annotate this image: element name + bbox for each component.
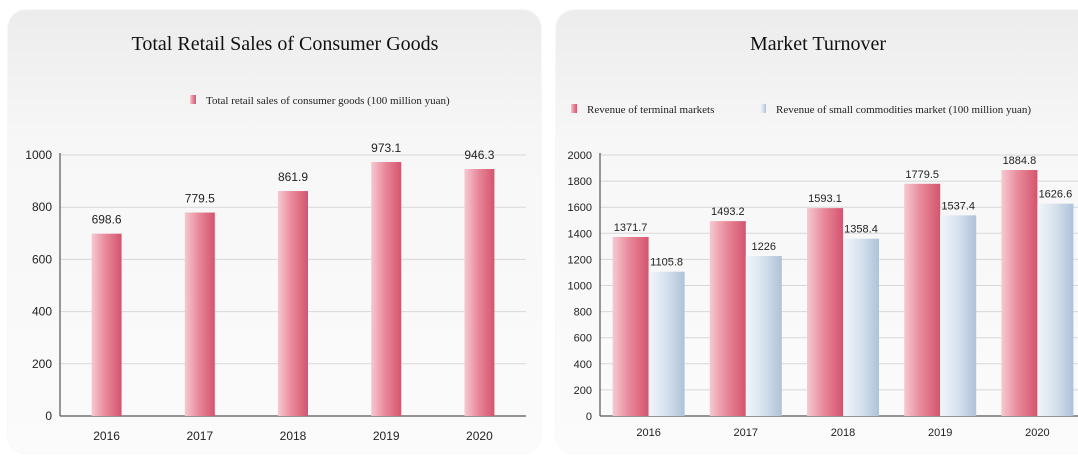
x-tick-label: 2020 [1025, 427, 1049, 439]
x-tick-label: 2020 [466, 429, 493, 443]
y-tick-label: 800 [574, 307, 592, 319]
y-tick-label: 400 [32, 305, 52, 319]
bar [843, 238, 879, 416]
y-tick-label: 600 [574, 333, 592, 345]
bar [278, 191, 308, 416]
y-tick-label: 200 [574, 385, 592, 397]
data-label: 1105.8 [650, 257, 683, 269]
x-tick-label: 2019 [373, 429, 400, 443]
data-label: 1626.6 [1039, 189, 1073, 201]
y-tick-label: 400 [574, 359, 592, 371]
bar [1037, 203, 1074, 416]
y-tick-label: 200 [32, 357, 52, 371]
data-label: 1358.4 [844, 224, 878, 236]
x-tick-label: 2016 [93, 429, 120, 443]
y-tick-label: 1800 [568, 176, 592, 188]
legend-label-terminal: Revenue of terminal markets [587, 104, 714, 116]
x-tick-label: 2018 [280, 429, 307, 443]
data-label: 1371.7 [614, 222, 648, 234]
bar [371, 162, 402, 416]
bar [184, 212, 215, 416]
data-label: 779.5 [185, 192, 215, 206]
data-label: 1779.5 [905, 169, 939, 181]
data-label: 1593.1 [808, 193, 842, 205]
plot-area: 0 200 400 600 800 1000 698.6 2016 779.5 2017 861.9… [25, 141, 526, 443]
x-tick-label: 2017 [734, 427, 758, 439]
bar [91, 233, 122, 416]
y-tick-label: 1600 [568, 202, 592, 214]
data-label: 861.9 [278, 170, 308, 184]
y-tick-label: 800 [32, 200, 52, 214]
market-turnover-chart: Market Turnover Revenue of terminal mark… [568, 33, 1078, 439]
x-tick-label: 2017 [186, 429, 213, 443]
bar [612, 236, 649, 416]
data-label: 1537.4 [941, 200, 975, 212]
plot-area: 0 200 400 600 800 1000 1200 1400 1600 1800 2000 137… [568, 150, 1078, 439]
y-tick-label: 1000 [568, 281, 592, 293]
y-tick-label: 600 [32, 252, 52, 266]
bar [940, 215, 977, 416]
bar [904, 183, 941, 416]
chart-title: Total Retail Sales of Consumer Goods [132, 33, 439, 55]
bar [1001, 170, 1038, 416]
chart-panel-retail-sales: Total Retail Sales of Consumer Goods Tot… [8, 10, 541, 453]
bar [464, 169, 495, 416]
y-tick-label: 1400 [568, 228, 592, 240]
y-tick-label: 1000 [25, 148, 52, 162]
y-tick-label: 0 [45, 409, 52, 423]
data-label: 973.1 [371, 141, 401, 155]
x-tick-label: 2018 [831, 427, 855, 439]
x-tick-label: 2019 [928, 427, 952, 439]
chart-panel-market-turnover: Market Turnover Revenue of terminal mark… [556, 10, 1078, 453]
data-label: 698.6 [92, 213, 122, 227]
data-label: 1226 [752, 241, 776, 253]
legend-swatch-small-commodities [760, 104, 766, 113]
bar [745, 256, 782, 416]
data-label: 1493.2 [711, 206, 745, 218]
bar [709, 221, 746, 416]
data-label: 946.3 [464, 148, 494, 162]
legend-swatch-terminal [571, 104, 577, 113]
y-tick-label: 1200 [568, 254, 592, 266]
y-tick-label: 2000 [568, 150, 592, 162]
y-tick-label: 0 [586, 411, 592, 423]
data-label: 1884.8 [1003, 155, 1037, 167]
bar [807, 208, 843, 416]
legend-label: Total retail sales of consumer goods (10… [206, 95, 450, 107]
bar [648, 271, 685, 416]
legend-label-small-commodities: Revenue of small commodities market (100… [776, 104, 1031, 116]
retail-sales-chart: Total Retail Sales of Consumer Goods Tot… [25, 33, 526, 443]
legend-swatch [190, 95, 196, 104]
chart-title: Market Turnover [750, 33, 886, 55]
x-tick-label: 2016 [636, 427, 660, 439]
